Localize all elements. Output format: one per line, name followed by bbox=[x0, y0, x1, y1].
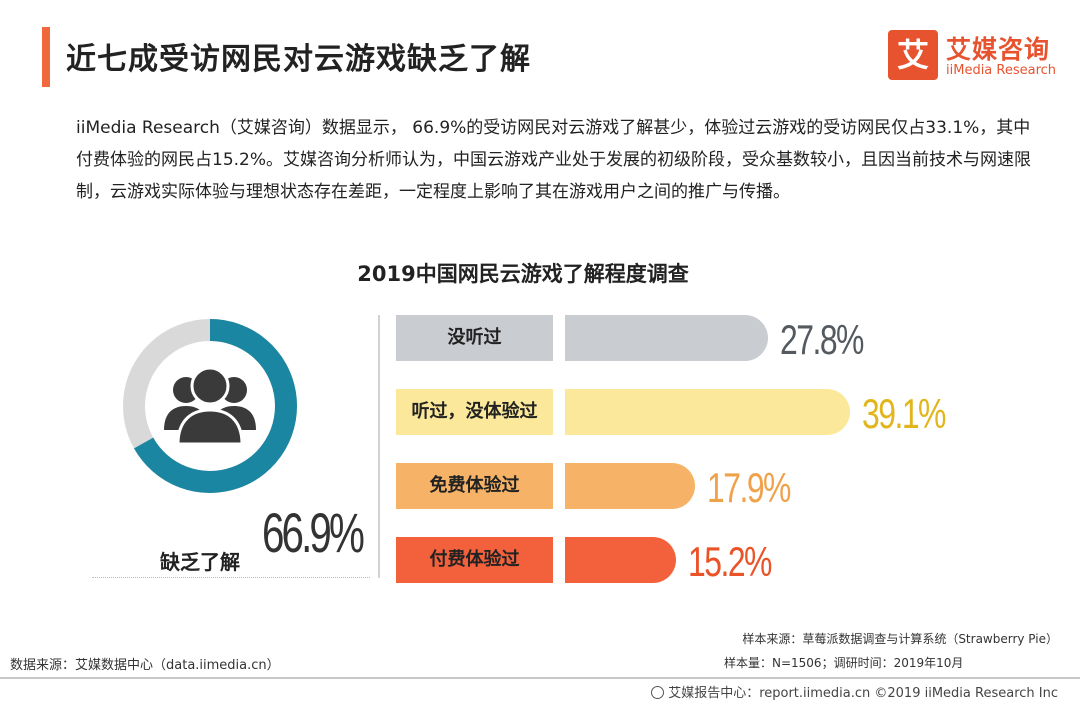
logo-mark: 艾 bbox=[888, 30, 938, 80]
footer-text: 艾媒报告中心：report.iimedia.cn ©2019 iiMedia R… bbox=[668, 686, 1058, 701]
footer-credit: 艾媒报告中心：report.iimedia.cn ©2019 iiMedia R… bbox=[651, 682, 1058, 701]
bar-value-label: 39.1% bbox=[862, 390, 946, 437]
donut-underline bbox=[92, 577, 370, 578]
logo-text-en: iiMedia Research bbox=[946, 63, 1057, 78]
donut-chart bbox=[123, 319, 297, 493]
bar-value-label: 17.9% bbox=[707, 464, 791, 511]
title-accent-bar bbox=[42, 27, 50, 87]
bar-category-label: 付费体验过 bbox=[396, 537, 553, 583]
intro-paragraph: iiMedia Research（艾媒咨询）数据显示， 66.9%的受访网民对云… bbox=[76, 118, 1032, 202]
brand-logo: 艾 艾媒咨询 iiMedia Research bbox=[888, 30, 1063, 82]
sample-size-note: 样本量：N=1506；调研时间：2019年10月 bbox=[724, 656, 964, 670]
bar-category-label: 听过，没体验过 bbox=[396, 389, 553, 435]
footer-divider bbox=[0, 677, 1080, 679]
sample-source-note: 样本来源：草莓派数据调查与计算系统（Strawberry Pie） bbox=[742, 632, 1058, 646]
bar-mark bbox=[565, 537, 676, 583]
data-source-note: 数据来源：艾媒数据中心（data.iimedia.cn） bbox=[10, 658, 280, 673]
donut-value: 66.9% bbox=[262, 501, 365, 564]
donut-fill-segment bbox=[134, 319, 297, 493]
chart-divider bbox=[378, 315, 380, 578]
logo-text-cn: 艾媒咨询 bbox=[946, 35, 1051, 64]
bar-category-label: 免费体验过 bbox=[396, 463, 553, 509]
bar-category-label: 没听过 bbox=[396, 315, 553, 361]
people-group-icon bbox=[164, 366, 256, 446]
donut-label: 缺乏了解 bbox=[160, 550, 240, 574]
bar-mark bbox=[565, 315, 768, 361]
globe-icon bbox=[651, 686, 665, 699]
bar-mark bbox=[565, 389, 850, 435]
chart-title: 2019中国网民云游戏了解程度调查 bbox=[357, 262, 689, 286]
page-title: 近七成受访网民对云游戏缺乏了解 bbox=[66, 42, 531, 77]
bar-mark bbox=[565, 463, 695, 509]
bar-value-label: 27.8% bbox=[780, 316, 864, 363]
bar-value-label: 15.2% bbox=[688, 538, 772, 585]
